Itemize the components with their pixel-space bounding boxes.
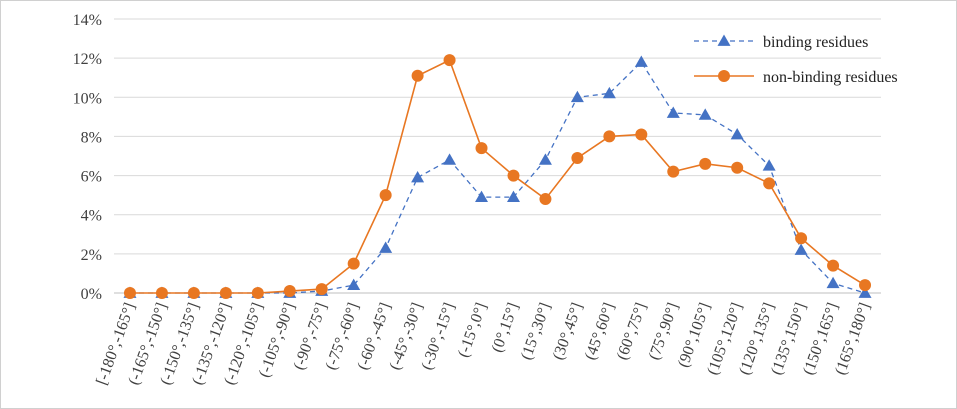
data-point — [379, 241, 393, 253]
data-point — [763, 177, 776, 190]
data-point — [635, 128, 648, 141]
gridlines — [114, 18, 881, 294]
x-tick-label: (-15°,0°] — [455, 301, 490, 360]
data-point — [538, 153, 552, 165]
series-line — [129, 61, 866, 294]
data-point — [506, 190, 520, 202]
x-tick-label: (15°,30°] — [518, 301, 554, 363]
series-non-binding-residues — [123, 54, 872, 299]
data-point — [731, 161, 744, 174]
data-point — [187, 287, 200, 299]
data-point — [827, 259, 840, 272]
legend-label-non-binding: non-binding residues — [763, 69, 898, 86]
x-tick-label: (30°,45°] — [550, 301, 586, 363]
data-point — [219, 287, 232, 299]
series-group — [123, 54, 872, 299]
data-point — [762, 159, 776, 171]
data-point — [826, 276, 840, 289]
data-point — [251, 287, 264, 299]
data-point — [123, 287, 136, 299]
x-tick-label: (75°,90°] — [646, 301, 682, 363]
legend-marker-binding — [717, 34, 731, 46]
legend-marker-non-binding — [718, 70, 730, 82]
data-point — [443, 153, 457, 165]
data-point — [603, 130, 616, 143]
data-point — [602, 86, 616, 99]
y-tick-label: 2% — [81, 247, 102, 264]
x-tick-label: (60°,75°] — [614, 301, 650, 363]
data-point — [571, 151, 584, 164]
data-point — [858, 286, 872, 298]
y-tick-label: 10% — [73, 90, 102, 107]
data-point — [315, 283, 328, 296]
data-point — [379, 189, 392, 202]
series-binding-residues — [123, 55, 872, 298]
series-line — [129, 58, 866, 294]
data-point — [634, 55, 648, 67]
y-tick-label: 14% — [73, 12, 102, 29]
data-point — [859, 279, 872, 292]
data-point — [347, 278, 361, 291]
data-point — [699, 157, 712, 170]
y-tick-label: 4% — [81, 208, 102, 225]
data-point — [730, 127, 744, 140]
data-point — [795, 232, 808, 245]
data-point — [794, 243, 808, 255]
x-tick-label: (45°,60°] — [582, 301, 618, 363]
data-point — [155, 287, 168, 299]
data-point — [283, 285, 296, 298]
data-point — [539, 193, 552, 206]
legend-label-binding: binding residues — [763, 34, 868, 51]
data-point — [475, 142, 488, 155]
data-point — [507, 169, 520, 182]
y-tick-label: 8% — [81, 129, 102, 146]
x-axis-ticks: [-180°,-165°](-165°,-150°](-150°,-135°](… — [93, 301, 873, 388]
data-point — [347, 257, 360, 270]
data-point — [411, 69, 424, 82]
legend: binding residues non-binding residues — [694, 34, 898, 86]
y-tick-label: 12% — [73, 51, 102, 68]
data-point — [698, 108, 712, 120]
data-point — [475, 190, 489, 202]
data-point — [443, 54, 456, 67]
y-tick-label: 0% — [81, 286, 102, 303]
data-point — [411, 171, 425, 183]
y-tick-label: 6% — [81, 169, 102, 186]
data-point — [666, 106, 680, 118]
y-axis-ticks: 0% 2% 4% 6% 8% 10% 12% 14% — [73, 12, 102, 303]
x-tick-label: (0°,15°] — [489, 301, 523, 355]
data-point — [667, 165, 680, 178]
data-point — [570, 90, 584, 103]
